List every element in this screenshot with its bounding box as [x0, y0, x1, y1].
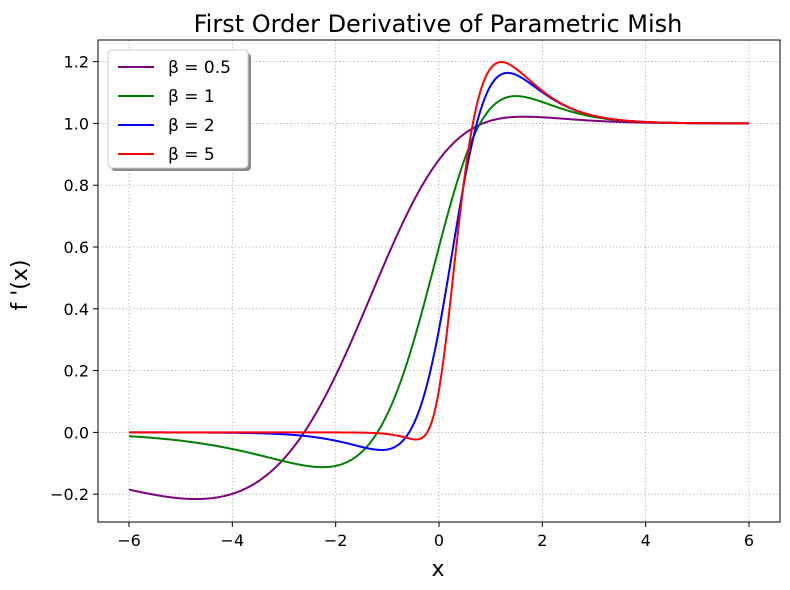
series-line — [129, 61, 749, 441]
x-tick-label: −4 — [221, 531, 245, 550]
legend-label: β = 0.5 — [168, 58, 231, 78]
legend-box — [107, 49, 249, 169]
x-tick-label: 2 — [537, 531, 547, 550]
ticks: −6 −4 −2 0 2 4 6 −0.2 0.0 0.2 0.4 0.6 0.8 1.0 1.2 — [50, 53, 754, 550]
x-tick-label: 0 — [434, 531, 444, 550]
y-tick-label: 1.2 — [64, 53, 89, 72]
legend-label: β = 5 — [168, 145, 215, 165]
y-tick-label: 1.0 — [64, 114, 89, 133]
legend: β = 0.5 β = 1 β = 2 β = 5 — [107, 49, 251, 171]
x-tick-label: −2 — [324, 531, 348, 550]
x-axis-label: x — [431, 557, 444, 582]
x-tick-label: 4 — [641, 531, 651, 550]
y-tick-label: 0.8 — [64, 176, 89, 195]
y-tick-label: 0.0 — [64, 423, 89, 442]
legend-label: β = 2 — [168, 116, 215, 136]
y-tick-label: 0.4 — [64, 300, 89, 319]
x-tick-label: −6 — [117, 531, 141, 550]
y-tick-label: −0.2 — [50, 485, 89, 504]
y-tick-label: 0.6 — [64, 238, 89, 257]
legend-label: β = 1 — [168, 87, 215, 107]
series-lines — [128, 61, 749, 501]
chart-title: First Order Derivative of Parametric Mis… — [194, 10, 683, 38]
y-tick-label: 0.2 — [64, 362, 89, 381]
x-tick-label: 6 — [744, 531, 754, 550]
y-axis-label: f '(x) — [8, 260, 33, 311]
